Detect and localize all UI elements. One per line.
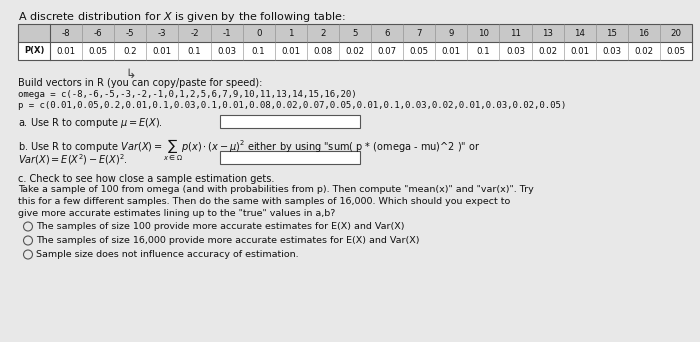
Text: 10: 10 xyxy=(478,28,489,38)
Text: The samples of size 16,000 provide more accurate estimates for E(X) and Var(X): The samples of size 16,000 provide more … xyxy=(36,236,419,245)
Text: -6: -6 xyxy=(94,28,102,38)
Text: -5: -5 xyxy=(126,28,134,38)
Text: 0.02: 0.02 xyxy=(538,47,557,55)
Text: 0.03: 0.03 xyxy=(602,47,622,55)
Text: 15: 15 xyxy=(606,28,617,38)
Text: 0.01: 0.01 xyxy=(570,47,589,55)
Text: P(X): P(X) xyxy=(24,47,44,55)
Text: 0.02: 0.02 xyxy=(345,47,365,55)
Text: 0.05: 0.05 xyxy=(410,47,428,55)
Text: -1: -1 xyxy=(222,28,231,38)
Text: Take a sample of 100 from omega (and with probabilities from p). Then compute "m: Take a sample of 100 from omega (and wit… xyxy=(18,185,533,218)
Text: 9: 9 xyxy=(449,28,454,38)
Text: ↳: ↳ xyxy=(125,68,136,81)
Text: p = c(0.01,0.05,0.2,0.01,0.1,0.03,0.1,0.01,0.08,0.02,0.07,0.05,0.01,0.1,0.03,0.0: p = c(0.01,0.05,0.2,0.01,0.1,0.03,0.1,0.… xyxy=(18,101,566,110)
Text: 0.1: 0.1 xyxy=(477,47,490,55)
Text: -2: -2 xyxy=(190,28,199,38)
Text: Build vectors in R (you can copy/paste for speed):: Build vectors in R (you can copy/paste f… xyxy=(18,78,262,88)
Bar xyxy=(18,24,692,42)
Bar xyxy=(18,42,692,60)
Text: 0.02: 0.02 xyxy=(634,47,653,55)
Text: omega = c(-8,-6,-5,-3,-2,-1,0,1,2,5,6,7,9,10,11,13,14,15,16,20): omega = c(-8,-6,-5,-3,-2,-1,0,1,2,5,6,7,… xyxy=(18,90,356,99)
Text: c. Check to see how close a sample estimation gets.: c. Check to see how close a sample estim… xyxy=(18,174,274,184)
Text: 0.08: 0.08 xyxy=(314,47,332,55)
Text: 16: 16 xyxy=(638,28,650,38)
Text: 0.05: 0.05 xyxy=(666,47,685,55)
Bar xyxy=(220,151,360,164)
Text: Sample size does not influence accuracy of estimation.: Sample size does not influence accuracy … xyxy=(36,250,299,259)
Text: 0.01: 0.01 xyxy=(281,47,300,55)
Text: 0.03: 0.03 xyxy=(217,47,236,55)
Text: 0.01: 0.01 xyxy=(57,47,76,55)
Text: 13: 13 xyxy=(542,28,553,38)
Text: 0.01: 0.01 xyxy=(442,47,461,55)
Text: 11: 11 xyxy=(510,28,521,38)
Text: 20: 20 xyxy=(671,28,681,38)
Text: The samples of size 100 provide more accurate estimates for E(X) and Var(X): The samples of size 100 provide more acc… xyxy=(36,222,405,231)
Text: $Var(X) = E(X^2) - E(X)^2$.: $Var(X) = E(X^2) - E(X)^2$. xyxy=(18,152,128,167)
Text: 0.05: 0.05 xyxy=(89,47,108,55)
Text: a. Use R to compute $\mu = E(X)$.: a. Use R to compute $\mu = E(X)$. xyxy=(18,116,163,130)
Text: 0.2: 0.2 xyxy=(123,47,137,55)
Bar xyxy=(18,24,692,60)
Text: 6: 6 xyxy=(384,28,390,38)
Text: -8: -8 xyxy=(62,28,71,38)
Text: A discrete distribution for $X$ is given by the following table:: A discrete distribution for $X$ is given… xyxy=(18,10,346,24)
Text: 2: 2 xyxy=(320,28,326,38)
Text: b. Use R to compute $Var(X) = \sum_{x \in \Omega} p(x) \cdot (x - \mu)^2$ either: b. Use R to compute $Var(X) = \sum_{x \i… xyxy=(18,138,480,163)
Text: 14: 14 xyxy=(574,28,585,38)
Text: 0.07: 0.07 xyxy=(377,47,397,55)
Text: 0.03: 0.03 xyxy=(506,47,525,55)
Text: 7: 7 xyxy=(416,28,422,38)
Text: 0.01: 0.01 xyxy=(153,47,172,55)
Text: 0.1: 0.1 xyxy=(188,47,202,55)
Bar xyxy=(220,115,360,128)
Text: 0.1: 0.1 xyxy=(252,47,265,55)
Text: -3: -3 xyxy=(158,28,167,38)
Text: 1: 1 xyxy=(288,28,293,38)
Text: 0: 0 xyxy=(256,28,261,38)
Text: 5: 5 xyxy=(352,28,358,38)
